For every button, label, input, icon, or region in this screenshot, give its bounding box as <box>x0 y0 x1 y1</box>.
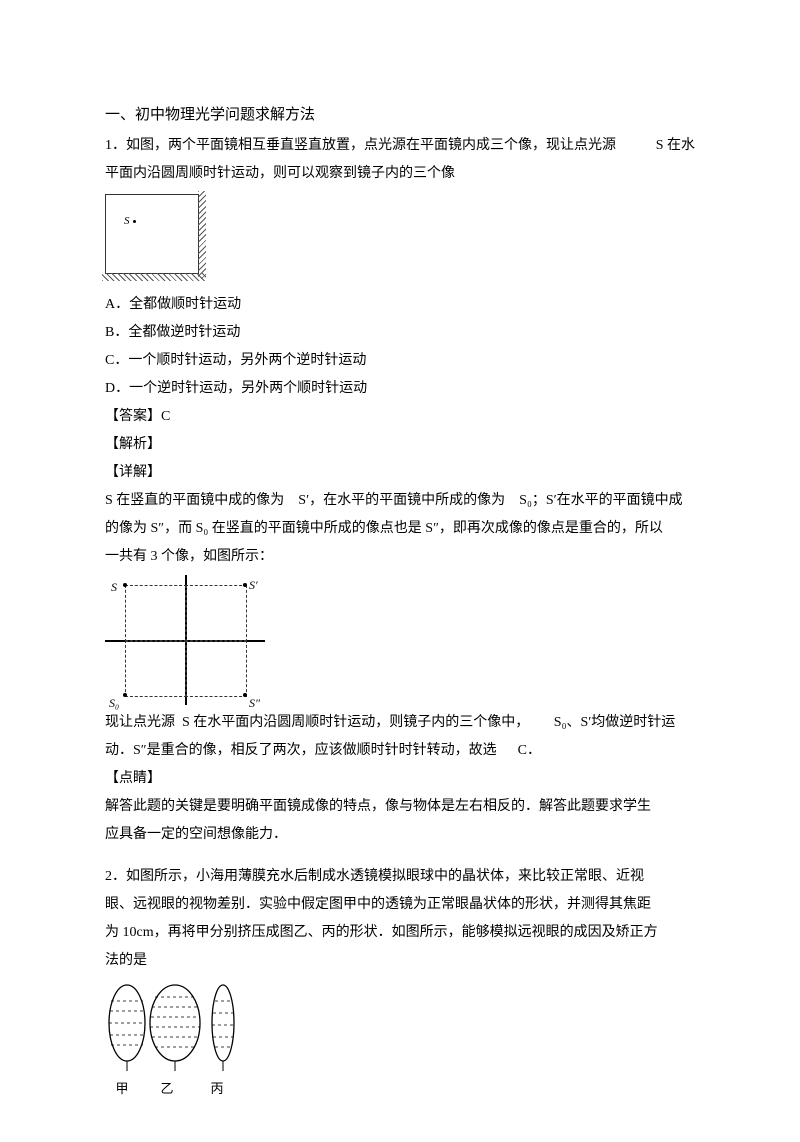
q2-stem-a: 如图所示，小海用薄膜充水后制成水透镜模拟眼球中的晶状体，来比较正常眼、近视 <box>126 869 644 884</box>
detail-p1-c: S₀；S′在水平的平面镜中成 <box>519 493 683 508</box>
q1-detail-p4: 现让点光源 S 在水平面内沿圆周顺时针运动，则镜子内的三个像中， S₀、S′均做… <box>105 709 695 737</box>
point-source-label: S <box>124 210 136 232</box>
q1-detail-p5: 动．S″是重合的像，相反了两次，应该做顺时针时针转动，故选 C． <box>105 737 695 765</box>
section-heading: 一、初中物理光学问题求解方法 <box>105 100 695 130</box>
label-sp: S′ <box>249 573 258 597</box>
dashed-quad-br <box>185 640 247 697</box>
dashed-quad-tl <box>125 585 187 642</box>
dot-spp <box>243 693 247 697</box>
q2-stem-line3: 为 10cm，再将甲分别挤压成图乙、丙的形状．如图所示，能够模拟远视眼的成因及矫… <box>105 919 695 947</box>
dot-s <box>123 583 127 587</box>
spacer <box>105 849 695 863</box>
q1-hint-p2: 应具备一定的空间想像能力． <box>105 821 695 849</box>
q1-detail-p2: 的像为 S″，而 S₀ 在竖直的平面镜中所成的像点也是 S″，即再次成像的像点是… <box>105 515 695 543</box>
q1-stem-line2: 平面内沿圆周顺时针运动，则可以观察到镜子内的三个像 <box>105 160 695 188</box>
hatch-vertical <box>198 191 206 279</box>
lens-label-c: 丙 <box>195 1076 239 1102</box>
answer-label: 【答案】 <box>105 409 161 424</box>
q2-number: 2． <box>105 869 126 884</box>
detail-p5-b: C． <box>518 743 541 758</box>
q1-figure-mirrors: S <box>105 194 199 274</box>
label-s0: S₀ <box>109 691 119 715</box>
detail-p1-a: S 在竖直的平面镜中成的像为 <box>105 493 284 508</box>
q1-option-d: D．一个逆时针运动，另外两个顺时针运动 <box>105 375 695 403</box>
q1-detail-label: 【详解】 <box>105 459 695 487</box>
q1-option-a: A．全都做顺时针运动 <box>105 291 695 319</box>
q1-figure-images: S S′ S₀ S″ <box>105 575 265 705</box>
q1-hint-label: 【点睛】 <box>105 765 695 793</box>
dot-sp <box>243 583 247 587</box>
hatch-horizontal <box>102 273 206 281</box>
q2-stem-line4: 法的是 <box>105 947 695 975</box>
q1-stem-trail: S 在水 <box>656 132 695 160</box>
q1-stem-line1: 1．如图，两个平面镜相互垂直竖直放置，点光源在平面镜内成三个像，现让点光源 S … <box>105 132 695 160</box>
q1-hint-p1: 解答此题的关键是要明确平面镜成像的特点，像与物体是左右相反的．解答此题要求学生 <box>105 793 695 821</box>
lens-label-a: 甲 <box>105 1076 139 1102</box>
q1-stem-a: 如图，两个平面镜相互垂直竖直放置，点光源在平面镜内成三个像，现让点光源 <box>126 138 616 153</box>
detail-p4-a: 现让点光源 <box>105 715 175 730</box>
q2-stem-line1: 2．如图所示，小海用薄膜充水后制成水透镜模拟眼球中的晶状体，来比较正常眼、近视 <box>105 863 695 891</box>
q1-answer-line: 【答案】C <box>105 403 695 431</box>
q2-figure-lenses: 甲乙丙 <box>105 981 695 1102</box>
dashed-quad-bl <box>125 640 187 697</box>
q1-number: 1． <box>105 138 126 153</box>
q2-stem-line2: 眼、远视眼的视物差别．实验中假定图甲中的透镜为正常眼晶状体的形状，并测得其焦距 <box>105 891 695 919</box>
dot-s0 <box>123 693 127 697</box>
detail-p5-a: 动．S″是重合的像，相反了两次，应该做顺时针时针转动，故选 <box>105 743 497 758</box>
lenses-svg <box>105 981 265 1076</box>
detail-p4-c: S₀、S′均做逆时针运 <box>554 715 676 730</box>
lens-labels-row: 甲乙丙 <box>105 1076 695 1102</box>
label-spp: S″ <box>249 691 260 715</box>
detail-p1-b: S′，在水平的平面镜中所成的像为 <box>298 493 505 508</box>
document-page: 一、初中物理光学问题求解方法 1．如图，两个平面镜相互垂直竖直放置，点光源在平面… <box>0 0 800 1142</box>
q1-detail-p1: S 在竖直的平面镜中成的像为 S′，在水平的平面镜中所成的像为 S₀；S′在水平… <box>105 487 695 515</box>
q1-analysis-label: 【解析】 <box>105 431 695 459</box>
q1-option-c: C．一个顺时针运动，另外两个逆时针运动 <box>105 347 695 375</box>
answer-value: C <box>161 409 170 424</box>
q1-option-b: B．全都做逆时针运动 <box>105 319 695 347</box>
dashed-quad-tr <box>185 585 247 642</box>
label-s: S <box>111 575 117 599</box>
q1-detail-p3: 一共有 3 个像，如图所示： <box>105 543 695 571</box>
lens-label-b: 乙 <box>139 1076 195 1102</box>
detail-p4-b: S 在水平面内沿圆周顺时针运动，则镜子内的三个像中， <box>182 715 529 730</box>
